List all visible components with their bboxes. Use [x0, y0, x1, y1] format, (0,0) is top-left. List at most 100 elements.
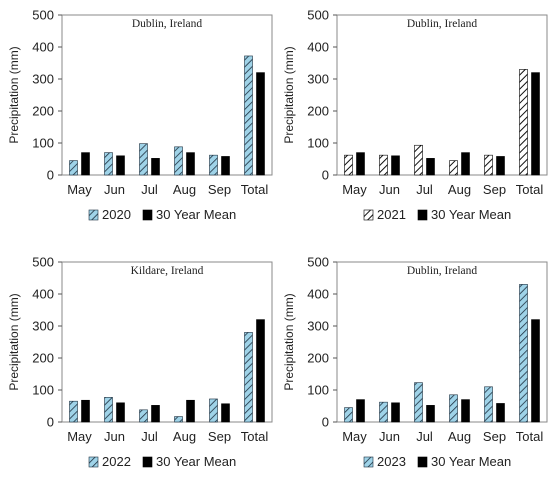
y-tick-label: 300 [307, 72, 329, 87]
bar-30-year-mean-aug [186, 399, 195, 423]
y-tick-label: 400 [32, 40, 54, 55]
legend-swatch [88, 456, 99, 468]
y-tick-label: 200 [307, 351, 329, 366]
x-tick-label: May [67, 429, 92, 444]
x-tick-label: Sep [483, 182, 506, 197]
y-tick-label: 500 [307, 8, 329, 23]
bar-30-year-mean-jul [426, 158, 435, 176]
plot-frame [61, 14, 273, 176]
y-tick-label: 200 [32, 104, 54, 119]
bar-30-year-mean-may [81, 399, 90, 423]
bar-2020-jun [104, 152, 113, 176]
bar-30-year-mean-total [256, 319, 265, 423]
legend-label: 2020 [102, 207, 131, 222]
legend-swatch [363, 456, 374, 468]
bar-30-year-mean-sep [496, 156, 505, 176]
chart-panel-2: 0 100 200 300 400 500 Precipitation (mm) Dublin… [282, 8, 548, 222]
bar-30-year-mean-sep [221, 156, 230, 176]
legend-label: 30 Year Mean [156, 207, 236, 222]
y-tick-label: 400 [307, 287, 329, 302]
legend: 2022 30 Year Mean [88, 454, 236, 469]
x-tick-label: Sep [483, 429, 506, 444]
bar-2022-jul [139, 409, 148, 423]
y-tick-label: 100 [307, 383, 329, 398]
bar-30-year-mean-may [356, 399, 365, 423]
bar-2021-jun [379, 154, 388, 176]
bar-2023-aug [449, 394, 458, 423]
y-axis-label: Precipitation (mm) [282, 293, 296, 390]
x-tick-label: Sep [208, 182, 231, 197]
bar-30-year-mean-may [81, 152, 90, 176]
bar-2023-sep [484, 386, 493, 423]
bar-2021-sep [484, 154, 493, 176]
bar-30-year-mean-total [256, 72, 265, 176]
chart-panel-1: 0 100 200 300 400 500 Precipitation (mm) Dublin… [7, 8, 273, 222]
bar-2022-total [244, 332, 253, 423]
legend-label: 2021 [377, 207, 406, 222]
x-tick-label: Sep [208, 429, 231, 444]
legend: 2023 30 Year Mean [363, 454, 511, 469]
bar-2022-sep [209, 398, 218, 423]
y-axis-label: Precipitation (mm) [282, 46, 296, 143]
x-tick-label: Jul [141, 182, 158, 197]
y-tick-label: 100 [307, 136, 329, 151]
x-tick-label: Jun [104, 182, 125, 197]
legend-label: 30 Year Mean [156, 454, 236, 469]
x-tick-label: Jun [104, 429, 125, 444]
bar-2022-jun [104, 397, 113, 423]
y-tick-label: 100 [32, 136, 54, 151]
x-tick-label: Total [516, 429, 544, 444]
x-tick-label: Total [241, 429, 269, 444]
x-tick-label: Jun [379, 429, 400, 444]
y-tick-label: 0 [47, 168, 54, 183]
y-tick-label: 500 [32, 255, 54, 270]
y-tick-label: 100 [32, 383, 54, 398]
bar-2023-jun [379, 401, 388, 423]
bar-2020-jul [139, 143, 148, 176]
legend-swatch [142, 456, 153, 468]
bar-2021-jul [414, 144, 423, 176]
plot-frame [336, 14, 548, 176]
bar-30-year-mean-jul [151, 158, 160, 176]
x-tick-label: Total [241, 182, 269, 197]
x-tick-label: Jul [141, 429, 158, 444]
bar-2023-may [344, 407, 353, 423]
bar-2021-total [519, 69, 528, 176]
legend-swatch [363, 209, 374, 221]
chart-panel-4: 0 100 200 300 400 500 Precipitation (mm) Dublin… [282, 255, 548, 469]
x-tick-label: Total [516, 182, 544, 197]
legend-label: 2023 [377, 454, 406, 469]
bar-30-year-mean-jun [391, 155, 400, 176]
bar-2020-aug [174, 146, 183, 176]
bar-30-year-mean-jun [116, 155, 125, 176]
x-tick-label: Aug [448, 429, 471, 444]
bar-30-year-mean-aug [186, 152, 195, 176]
y-tick-label: 200 [307, 104, 329, 119]
y-axis-label: Precipitation (mm) [7, 293, 21, 390]
bar-30-year-mean-sep [496, 403, 505, 423]
y-tick-label: 300 [32, 72, 54, 87]
chart-title: Dublin, Ireland [407, 18, 478, 30]
legend-swatch [417, 209, 428, 221]
bar-30-year-mean-sep [221, 403, 230, 423]
chart-panel-3: 0 100 200 300 400 500 Precipitation (mm) Kildar… [7, 255, 273, 469]
y-tick-label: 300 [307, 319, 329, 334]
bar-2021-may [344, 154, 353, 176]
x-tick-label: Jul [416, 429, 433, 444]
x-tick-label: Jun [379, 182, 400, 197]
x-tick-label: Aug [173, 182, 196, 197]
x-tick-label: Jul [416, 182, 433, 197]
x-tick-label: Aug [448, 182, 471, 197]
legend-swatch [88, 209, 99, 221]
plot-frame [336, 261, 548, 423]
bar-2020-may [69, 160, 78, 176]
y-tick-label: 0 [322, 415, 329, 430]
legend-label: 30 Year Mean [431, 454, 511, 469]
bar-2022-aug [174, 416, 183, 423]
y-tick-label: 500 [307, 255, 329, 270]
legend-label: 2022 [102, 454, 131, 469]
x-tick-label: May [342, 182, 367, 197]
bar-2020-total [244, 55, 253, 176]
chart-title: Dublin, Ireland [407, 265, 478, 277]
